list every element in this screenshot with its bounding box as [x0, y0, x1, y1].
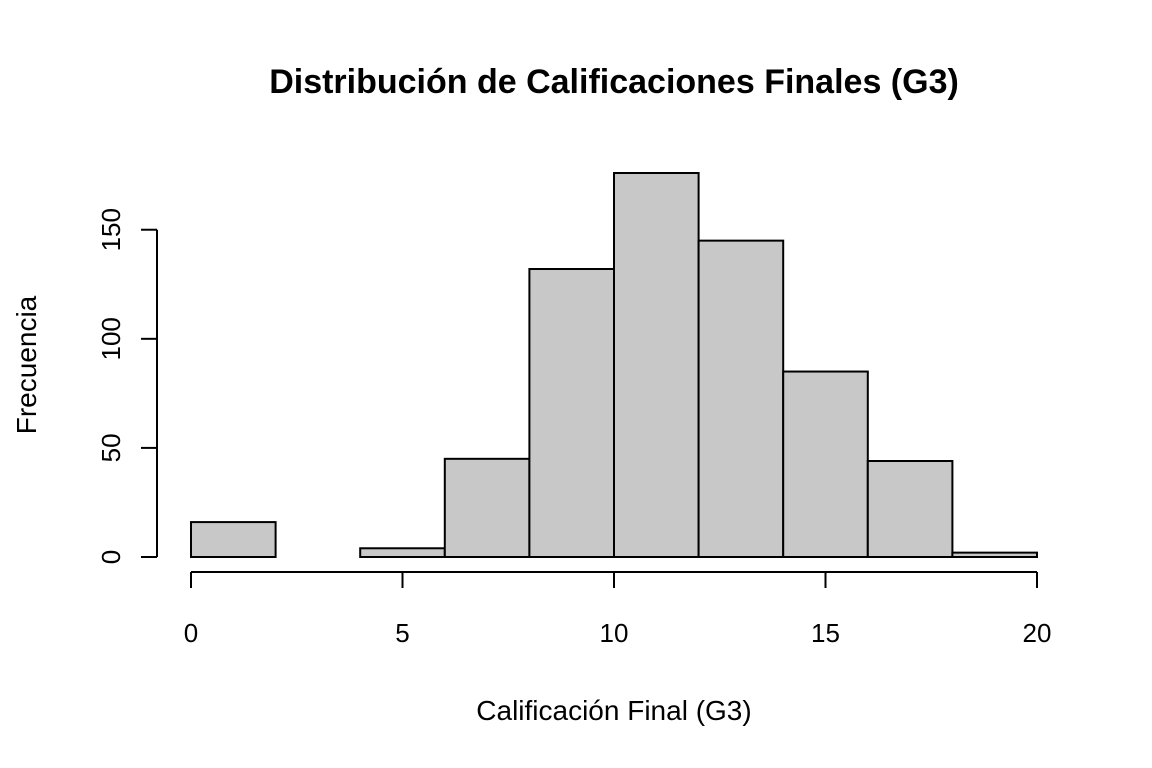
histogram-bar-6 — [697, 239, 785, 559]
x-tick-label-4: 20 — [1023, 618, 1052, 648]
histogram-bar-9 — [951, 551, 1039, 558]
chart-title: Distribución de Calificaciones Finales (… — [269, 63, 959, 101]
y-axis: 0 50 100 150 — [96, 208, 158, 564]
x-tick-label-1: 5 — [395, 618, 409, 648]
y-tick-label-3: 150 — [96, 208, 126, 251]
histogram-bar-2 — [359, 547, 446, 558]
y-tick-label-0: 0 — [96, 550, 126, 564]
histogram-bar-3 — [443, 457, 531, 558]
x-tick-label-2: 10 — [600, 618, 629, 648]
histogram-bar-4 — [528, 268, 616, 558]
x-tick-label-3: 15 — [811, 618, 840, 648]
y-axis-label: Frecuencia — [11, 295, 42, 434]
histogram-bar-0 — [190, 521, 277, 558]
histogram-bar-8 — [866, 460, 954, 558]
x-axis: 0 5 10 15 20 — [184, 571, 1052, 648]
y-tick-label-1: 50 — [96, 433, 126, 462]
x-tick-label-0: 0 — [184, 618, 198, 648]
x-axis-label: Calificación Final (G3) — [476, 695, 751, 726]
histogram-bar-7 — [782, 370, 869, 558]
histogram-bar-5 — [613, 172, 700, 558]
bars-group — [190, 172, 1039, 559]
y-tick-label-2: 100 — [96, 317, 126, 360]
